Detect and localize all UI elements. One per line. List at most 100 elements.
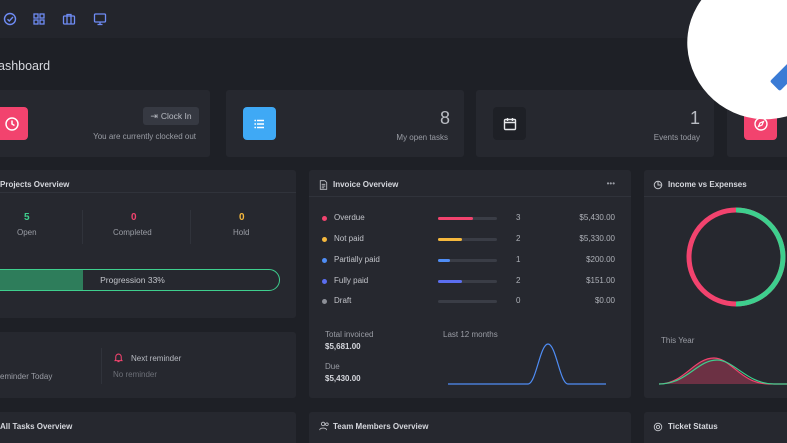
divider xyxy=(644,196,787,197)
open-tasks-label: My open tasks xyxy=(396,133,448,142)
invoice-status-bar xyxy=(438,217,497,220)
invoice-trend-chart xyxy=(448,343,606,385)
projects-overview-title: Projects Overview xyxy=(0,180,70,189)
invoice-status-amount: $0.00 xyxy=(594,296,615,305)
clock-icon xyxy=(0,107,28,140)
bell-icon xyxy=(114,353,123,363)
monitor-icon[interactable] xyxy=(92,11,108,27)
invoice-status-amount: $200.00 xyxy=(586,255,615,264)
users-icon xyxy=(319,421,329,431)
ticket-status-card: Ticket Status xyxy=(644,412,787,443)
invoice-status-amount: $5,430.00 xyxy=(579,213,615,222)
reminders-card: eminder Today Next reminder No reminder xyxy=(0,332,296,398)
invoice-status-count: 2 xyxy=(516,276,521,285)
ticket-status-title: Ticket Status xyxy=(668,422,718,431)
status-dot xyxy=(322,258,327,263)
due-value: $5,430.00 xyxy=(325,374,361,383)
events-count: 1 xyxy=(689,108,700,128)
pie-chart-icon xyxy=(653,180,663,190)
progress-fill xyxy=(0,270,83,290)
events-card[interactable]: 1 Events today xyxy=(476,90,714,157)
invoice-status-amount: $151.00 xyxy=(586,276,615,285)
invoice-row[interactable]: Draft 0 $0.00 xyxy=(320,296,620,308)
open-tasks-card[interactable]: 8 My open tasks xyxy=(226,90,464,157)
income-expenses-card: Income vs Expenses This Year xyxy=(644,170,787,398)
invoice-status-bar-fill xyxy=(438,259,450,262)
divider xyxy=(101,348,102,384)
document-icon xyxy=(319,180,328,190)
team-members-title: Team Members Overview xyxy=(333,422,429,431)
total-invoiced-value: $5,681.00 xyxy=(325,342,361,351)
life-ring-icon xyxy=(653,422,663,432)
calendar-icon xyxy=(493,107,526,140)
divider xyxy=(190,210,191,244)
invoice-chart-label: Last 12 months xyxy=(443,330,498,339)
clock-in-button[interactable]: ⇥ Clock In xyxy=(143,107,199,125)
next-reminder-value: No reminder xyxy=(113,370,158,379)
completed-label: Completed xyxy=(113,228,152,237)
events-label: Events today xyxy=(653,133,700,142)
progress-label: Progression 33% xyxy=(100,275,165,285)
divider xyxy=(82,210,83,244)
hold-count: 0 xyxy=(239,212,245,223)
invoice-status-amount: $5,330.00 xyxy=(579,234,615,243)
invoice-status-count: 0 xyxy=(516,296,521,305)
top-bar xyxy=(0,0,787,38)
clock-in-label: Clock In xyxy=(160,111,192,121)
this-year-label: This Year xyxy=(661,336,695,345)
invoice-row[interactable]: Overdue 3 $5,430.00 xyxy=(320,213,620,225)
invoice-overview-title: Invoice Overview xyxy=(333,180,399,189)
completed-count: 0 xyxy=(131,212,137,223)
invoice-row[interactable]: Not paid 2 $5,330.00 xyxy=(320,234,620,246)
all-tasks-title: All Tasks Overview xyxy=(0,422,73,431)
invoice-row[interactable]: Fully paid 2 $151.00 xyxy=(320,276,620,288)
status-dot xyxy=(322,299,327,304)
divider xyxy=(309,196,631,197)
open-count: 5 xyxy=(24,212,30,223)
invoice-status-label: Draft xyxy=(334,296,352,305)
income-expenses-area-chart xyxy=(659,357,787,385)
invoice-overview-card: Invoice Overview ••• xyxy=(309,170,631,398)
invoice-status-bar xyxy=(438,238,497,241)
all-tasks-card: All Tasks Overview xyxy=(0,412,296,443)
income-expenses-donut xyxy=(686,207,786,307)
list-icon xyxy=(243,107,276,140)
status-dot xyxy=(322,216,327,221)
invoice-status-count: 1 xyxy=(516,255,521,264)
due-label: Due xyxy=(325,362,340,371)
open-label: Open xyxy=(17,228,37,237)
page-title: ashboard xyxy=(0,59,51,73)
invoice-status-bar xyxy=(438,280,497,283)
clock-card: ⇥ Clock In You are currently clocked out xyxy=(0,90,210,157)
more-options-icon[interactable]: ••• xyxy=(606,179,615,188)
divider xyxy=(0,192,296,193)
clock-status: You are currently clocked out xyxy=(93,132,196,141)
invoice-status-count: 3 xyxy=(516,213,521,222)
total-invoiced-label: Total invoiced xyxy=(325,330,374,339)
invoice-status-label: Partially paid xyxy=(334,255,380,264)
status-dot xyxy=(322,279,327,284)
invoice-status-bar-fill xyxy=(438,217,474,220)
check-circle-icon[interactable] xyxy=(2,11,18,27)
invoice-status-bar-fill xyxy=(438,280,462,283)
next-reminder-title: Next reminder xyxy=(131,354,182,363)
progress-bar: Progression 33% xyxy=(0,269,280,291)
invoice-status-label: Not paid xyxy=(334,234,364,243)
income-expenses-title: Income vs Expenses xyxy=(668,180,747,189)
invoice-status-bar xyxy=(438,300,497,303)
projects-overview-card: Projects Overview 5 Open 0 Completed 0 H… xyxy=(0,170,296,318)
team-members-card: Team Members Overview xyxy=(309,412,631,443)
briefcase-icon[interactable] xyxy=(61,11,77,27)
sign-in-icon: ⇥ xyxy=(150,110,158,121)
invoice-status-bar-fill xyxy=(438,238,462,241)
invoice-status-label: Overdue xyxy=(334,213,365,222)
reminder-today-label: eminder Today xyxy=(0,372,53,381)
status-dot xyxy=(322,237,327,242)
invoice-status-count: 2 xyxy=(516,234,521,243)
open-tasks-count: 8 xyxy=(439,108,450,128)
grid-icon[interactable] xyxy=(31,11,47,27)
invoice-status-label: Fully paid xyxy=(334,276,369,285)
invoice-status-bar xyxy=(438,259,497,262)
hold-label: Hold xyxy=(233,228,250,237)
invoice-row[interactable]: Partially paid 1 $200.00 xyxy=(320,255,620,267)
